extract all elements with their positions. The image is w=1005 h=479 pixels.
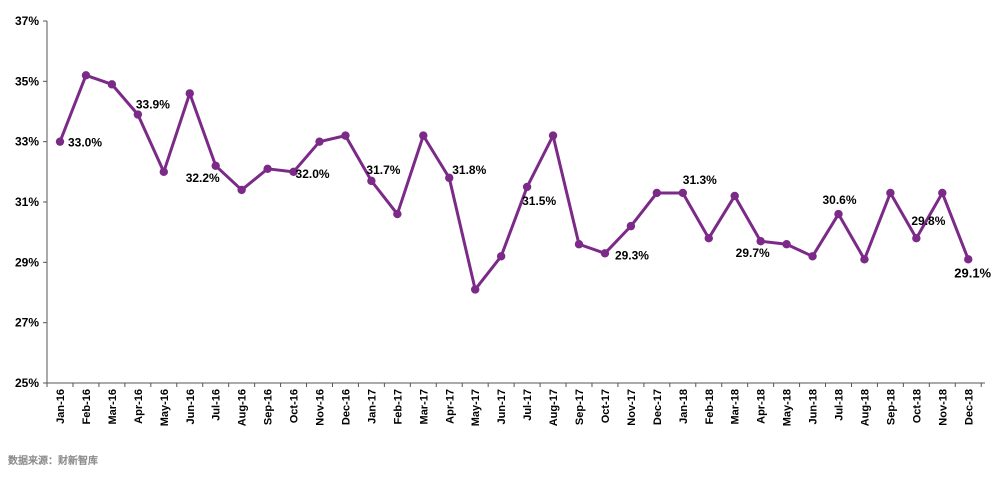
data-label: 31.3% [683, 173, 717, 187]
x-tick-label: Mar-17 [418, 389, 430, 424]
data-point [730, 191, 739, 201]
x-tick-label: Apr-18 [756, 389, 768, 424]
x-tick-label: Sep-17 [574, 389, 586, 425]
x-tick-label: Mar-18 [730, 389, 742, 424]
data-point [860, 255, 869, 264]
data-label: 33.9% [136, 98, 170, 112]
data-point [159, 167, 168, 177]
x-tick-label: Aug-17 [548, 389, 560, 426]
x-tick-label: Feb-16 [81, 389, 93, 424]
x-tick-label: Feb-17 [392, 389, 404, 424]
data-point [522, 182, 532, 192]
x-tick-label: Aug-16 [237, 389, 249, 426]
data-point [548, 131, 558, 140]
data-label: 33.0% [68, 136, 102, 150]
data-point [964, 255, 973, 264]
chart-axes: 25% 27% 29% 31% 33% 35% 37% Jan-16 Feb-16 Mar-16 A… [15, 14, 985, 426]
data-point [782, 240, 791, 249]
x-tick-label: Nov-16 [315, 389, 327, 426]
y-tick-label: 33% [15, 135, 39, 149]
x-tick-label: Dec-18 [963, 389, 975, 425]
x-tick-label: Nov-17 [626, 389, 638, 426]
data-label: 29.1% [954, 265, 991, 280]
data-point [756, 237, 765, 246]
x-tick-label: May-18 [782, 389, 794, 426]
data-label: 29.8% [911, 214, 945, 228]
data-label: 31.5% [522, 194, 556, 208]
data-point [341, 131, 350, 140]
x-tick-label: Jan-16 [55, 389, 67, 424]
data-point [652, 188, 662, 198]
x-tick-label: Aug-18 [859, 389, 871, 426]
x-tick-label: Jul-17 [522, 389, 534, 421]
x-tick-label: Jun-17 [496, 389, 508, 424]
data-label: 31.7% [366, 163, 400, 177]
data-point [289, 167, 298, 177]
data-point [938, 188, 947, 198]
data-label: 30.6% [823, 193, 857, 207]
x-tick-label: Sep-16 [263, 389, 275, 425]
data-point [81, 71, 91, 80]
data-point [185, 89, 194, 98]
data-point [704, 234, 713, 243]
y-tick-label: 37% [15, 14, 39, 28]
data-point [263, 164, 272, 174]
data-point [886, 188, 895, 198]
y-tick-label: 29% [15, 255, 39, 269]
data-label: 29.7% [736, 246, 770, 260]
x-tick-label: Feb-18 [704, 389, 716, 424]
data-point [600, 249, 610, 258]
data-point [445, 173, 454, 183]
data-point [574, 240, 584, 249]
y-tick-label: 25% [15, 376, 39, 390]
data-label: 32.2% [186, 171, 220, 185]
series-line-layer [58, 73, 970, 291]
x-tick-label: Dec-17 [652, 389, 664, 425]
data-point [237, 185, 246, 195]
x-tick-label: Apr-17 [444, 389, 456, 424]
series-line [58, 73, 970, 291]
x-tick-label: Sep-18 [885, 389, 897, 425]
data-label: 29.3% [615, 248, 649, 262]
data-point [393, 209, 402, 219]
y-tick-label: 35% [15, 74, 39, 88]
x-tick-label: Nov-18 [937, 389, 949, 426]
x-tick-label: May-17 [470, 389, 482, 426]
x-tick-label: Jul-16 [211, 389, 223, 421]
x-tick-label: Mar-16 [107, 389, 119, 424]
source-note: 数据来源：财新智库 [8, 456, 98, 467]
data-points-layer [55, 71, 973, 294]
y-tick-label: 27% [15, 316, 39, 330]
data-point [471, 285, 480, 294]
data-label: 32.0% [296, 167, 330, 181]
x-tick-label: Jun-16 [185, 389, 197, 424]
data-point [419, 131, 428, 140]
x-tick-label: May-16 [159, 389, 171, 426]
x-tick-label: Apr-16 [133, 389, 145, 424]
data-point [496, 252, 506, 261]
x-tick-label: Oct-17 [600, 389, 612, 423]
data-point [133, 110, 143, 119]
data-point [834, 209, 843, 219]
x-tick-label: Oct-16 [289, 389, 301, 423]
x-tick-label: Dec-16 [340, 389, 352, 425]
data-point [678, 188, 687, 198]
x-tick-label: Oct-18 [911, 389, 923, 423]
x-tick-label: Jan-17 [366, 389, 378, 424]
data-point [55, 137, 65, 146]
x-tick-label: Jun-18 [808, 389, 820, 424]
data-point [211, 161, 220, 170]
y-tick-label: 31% [15, 195, 39, 209]
data-point [626, 221, 636, 231]
data-point [315, 137, 324, 146]
x-tick-label: Jan-18 [678, 389, 690, 424]
data-point [367, 176, 376, 186]
data-point [912, 234, 921, 243]
x-tick-label: Jul-18 [834, 389, 846, 421]
data-point [107, 80, 117, 89]
data-point [808, 252, 817, 261]
data-label: 31.8% [452, 163, 486, 177]
data-labels-layer: 33.0% 33.9% 32.2% 32.0% 31.7% 31.8% 31.5% 29.3%… [68, 98, 992, 281]
